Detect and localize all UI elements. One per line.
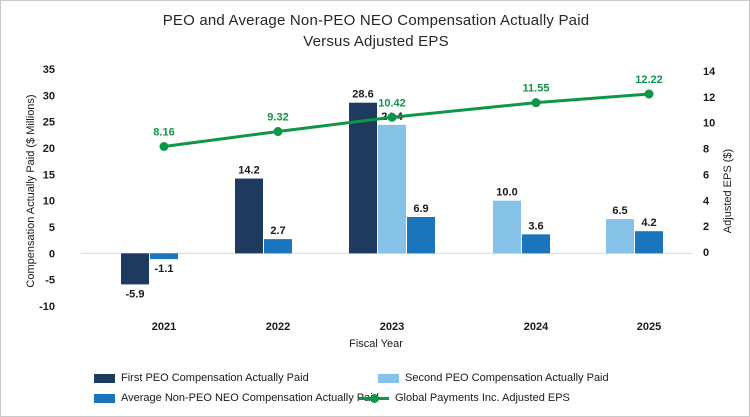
legend-item-second-peo: Second PEO Compensation Actually Paid [378,372,609,384]
legend-item-avg-non-peo: Average Non-PEO NEO Compensation Actuall… [94,392,379,404]
left-axis-tick-label: 5 [49,222,55,234]
chart-title: PEO and Average Non-PEO NEO Compensation… [1,10,749,52]
first-peo-swatch-icon [94,373,115,383]
eps-line [163,92,650,148]
bar-value-label: 14.2 [238,165,259,177]
left-axis-tick-label: 25 [43,117,55,129]
right-axis-tick-label: 14 [703,66,716,78]
eps-value-label: 8.16 [153,127,174,139]
eps-marker [159,142,169,152]
bar-value-label: 6.9 [413,203,428,215]
left-axis-tick-label: 10 [43,196,55,208]
bar-2024 [522,234,550,254]
legend-label-first-peo: First PEO Compensation Actually Paid [121,372,309,384]
eps-value-label: 10.42 [378,97,406,109]
bar-2022 [235,178,263,254]
bar-2024 [493,200,521,254]
right-axis-tick-label: 2 [703,221,709,233]
left-axis-tick-label: -10 [39,301,55,313]
bar-value-label: 4.2 [641,217,656,229]
right-axis-tick-label: 4 [703,195,710,207]
bar-2022 [264,239,292,254]
x-axis-category-label: 2021 [152,321,176,333]
avg-non-peo-swatch-icon [94,393,115,403]
eps-marker [387,112,397,122]
right-axis-tick-label: 10 [703,118,715,130]
bar-2025 [635,231,663,254]
bar-value-label: 6.5 [612,205,627,217]
second-peo-swatch-icon [378,373,399,383]
eps-marker [273,127,283,137]
bar-2025 [606,219,634,254]
bar-2023 [407,216,435,254]
left-axis-tick-label: 15 [43,169,55,181]
x-axis-category-label: 2025 [637,321,661,333]
chart-title-line2: Versus Adjusted EPS [303,33,449,50]
bar-value-label: 10.0 [496,187,517,199]
legend-label-adjusted-eps: Global Payments Inc. Adjusted EPS [395,392,570,404]
legend-item-first-peo: First PEO Compensation Actually Paid [94,372,309,384]
bar-2023 [378,124,406,254]
left-axis-tick-label: 20 [43,143,55,155]
right-axis-tick-label: 8 [703,144,709,156]
left-axis-tick-label: 35 [43,64,55,76]
right-axis-tick-label: 12 [703,92,715,104]
eps-marker [644,89,654,99]
bar-value-label: 2.7 [270,225,285,237]
bar-2021 [121,253,149,285]
bar-2023 [349,102,377,254]
eps-marker [531,98,541,108]
eps-line-marker-icon [359,393,389,403]
left-axis-tick-label: 30 [43,90,55,102]
x-axis-category-label: 2023 [380,321,404,333]
left-axis-tick-label: 0 [49,248,55,260]
x-axis-title: Fiscal Year [349,338,403,350]
x-axis-category-label: 2024 [524,321,549,333]
x-axis-category-label: 2022 [266,321,290,333]
chart-title-line1: PEO and Average Non-PEO NEO Compensation… [162,12,590,29]
legend-label-avg-non-peo: Average Non-PEO NEO Compensation Actuall… [121,392,379,404]
legend-label-second-peo: Second PEO Compensation Actually Paid [405,372,609,384]
right-axis-tick-label: 6 [703,169,709,181]
eps-value-label: 12.22 [635,74,663,86]
bar-value-label: -5.9 [126,288,145,300]
legend-item-adjusted-eps: Global Payments Inc. Adjusted EPS [359,392,570,404]
eps-value-label: 9.32 [267,112,288,124]
bar-2021 [150,253,178,260]
bar-value-label: 3.6 [528,220,543,232]
bar-value-label: -1.1 [155,263,174,275]
eps-value-label: 11.55 [523,83,550,95]
right-axis-tick-label: 0 [703,247,709,259]
left-axis-tick-label: -5 [45,275,55,287]
bar-value-label: 28.6 [352,89,373,101]
